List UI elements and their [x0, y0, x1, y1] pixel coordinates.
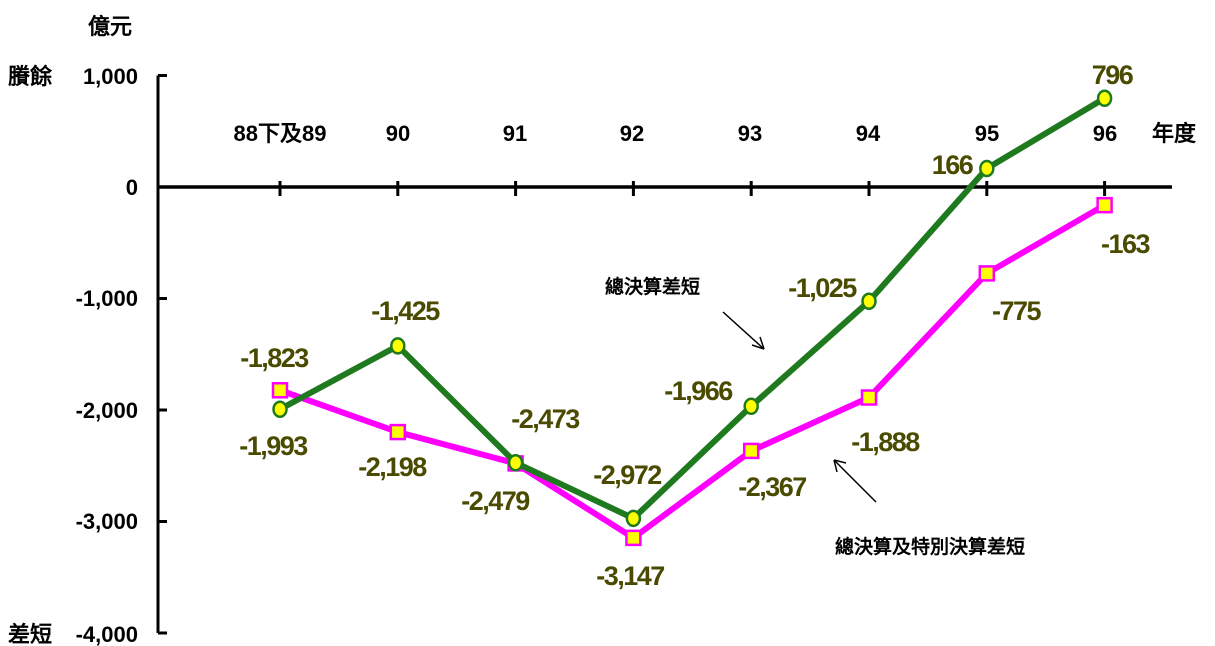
data-point-marker — [860, 389, 878, 406]
y-tick-label: -4,000 — [76, 622, 138, 646]
magenta-series-annotation: 總決算及特別決算差短 — [835, 535, 1025, 558]
data-point-marker — [861, 292, 877, 311]
green-annotation-arrow — [722, 311, 765, 350]
y-tick-label: -3,000 — [76, 509, 138, 534]
y-tick-label: 1,000 — [83, 64, 138, 89]
magenta-annotation-arrowhead — [833, 459, 847, 473]
series-layer — [271, 89, 1113, 547]
x-tick-label: 96 — [1093, 121, 1117, 146]
data-point-marker — [625, 529, 642, 547]
x-tick-label: 91 — [503, 121, 527, 146]
magenta-annotation-arrow — [833, 459, 877, 503]
data-label: 166 — [932, 150, 974, 180]
data-point-marker — [389, 423, 407, 441]
data-point-marker — [272, 400, 288, 418]
x-tick-label: 93 — [738, 121, 762, 146]
data-label: -163 — [1101, 229, 1151, 259]
data-point-marker — [979, 159, 995, 178]
data-point-marker — [507, 453, 524, 472]
green-annotation-arrowhead — [751, 336, 765, 350]
data-label: -775 — [992, 296, 1042, 326]
data-label: -2,479 — [461, 486, 530, 516]
x-tick-label: 94 — [856, 121, 881, 146]
data-label: -1,888 — [851, 427, 920, 457]
magenta-series-labels: -1,823 -2,198 -2,479 -3,147 -2,367 -1,88… — [240, 229, 1152, 591]
y-tick-label: -2,000 — [76, 398, 138, 423]
x-tick-labels: 88下及89 90 91 92 93 94 95 96 — [234, 121, 1118, 146]
y-tick-label: -1,000 — [76, 286, 138, 311]
axes — [156, 74, 1172, 635]
data-point-marker — [271, 382, 289, 399]
data-point-marker — [625, 509, 642, 528]
x-unit-label: 年度 — [1152, 121, 1197, 147]
deficit-label: 差短 — [8, 622, 52, 646]
series-line-total-special-deficit — [278, 202, 1107, 541]
x-tick-label: 92 — [620, 121, 644, 146]
data-label: -3,147 — [596, 561, 664, 591]
data-point-marker — [978, 265, 996, 282]
data-label: -1,025 — [788, 273, 857, 303]
x-tick-label: 95 — [975, 121, 999, 146]
data-point-marker — [742, 442, 760, 460]
x-tick-label: 88下及89 — [234, 121, 327, 146]
surplus-label: 賸餘 — [8, 64, 53, 90]
data-label: -2,972 — [593, 460, 661, 490]
data-label: -2,367 — [738, 472, 806, 502]
data-point-marker — [1096, 89, 1113, 107]
x-tick-label: 90 — [386, 121, 410, 146]
data-point-marker — [390, 337, 406, 355]
data-point-marker — [743, 397, 759, 415]
green-series-labels: -1,993 -1,425 -2,473 -2,972 -1,966 -1,02… — [239, 60, 1135, 490]
y-unit-label: 億元 — [88, 14, 132, 40]
data-label: -2,473 — [511, 404, 580, 434]
data-point-marker — [1096, 196, 1113, 214]
data-label: -1,823 — [240, 343, 309, 373]
data-label: -1,966 — [664, 376, 733, 406]
y-tick-label: 0 — [126, 175, 138, 200]
green-series-annotation: 總決算差短 — [605, 275, 700, 298]
data-label: -2,198 — [358, 452, 427, 482]
data-label: -1,993 — [239, 431, 308, 461]
series-line-total-deficit — [278, 95, 1107, 522]
data-label: 796 — [1092, 60, 1134, 90]
y-tick-labels: 1,000 0 -1,000 -2,000 -3,000 -4,000 — [76, 64, 138, 646]
data-label: -1,425 — [371, 296, 440, 326]
